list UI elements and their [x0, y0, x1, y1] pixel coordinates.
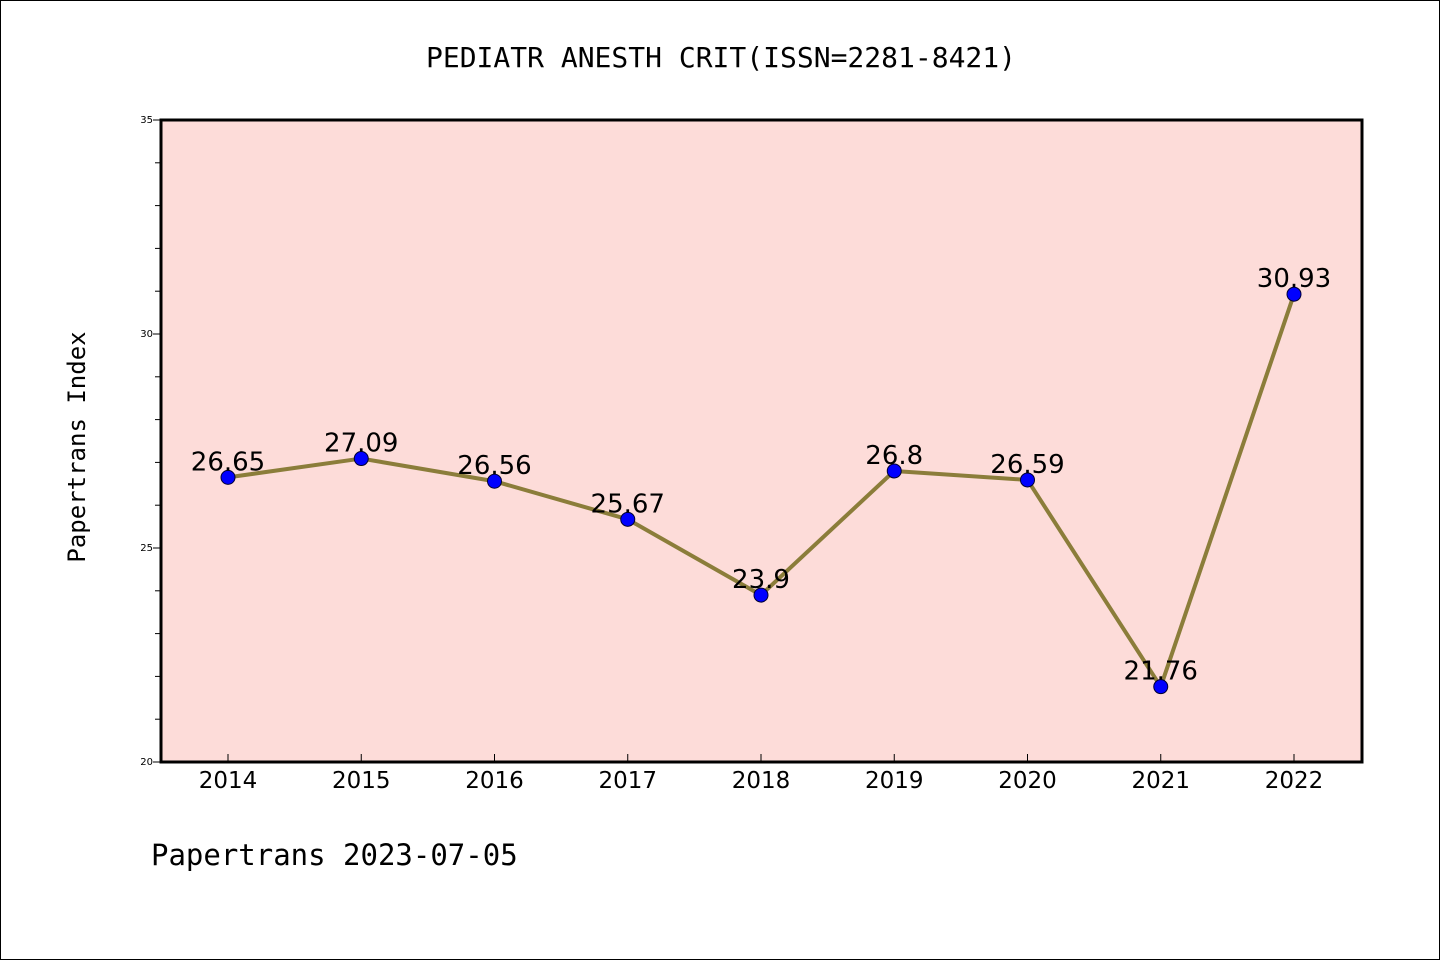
chart-title: PEDIATR ANESTH CRIT(ISSN=2281-8421)	[426, 41, 1016, 74]
data-label: 26.59	[990, 450, 1064, 480]
footer-text: Papertrans 2023-07-05	[151, 838, 518, 872]
data-point	[1020, 472, 1035, 488]
y-tick-label: 20	[140, 757, 153, 768]
y-tick-label: 25	[140, 543, 153, 554]
y-tick-label: 35	[140, 115, 153, 126]
data-label: 27.09	[324, 429, 398, 459]
data-label: 26.56	[457, 451, 531, 481]
data-point	[620, 511, 636, 527]
x-tick-label: 2014	[199, 768, 258, 794]
data-point	[220, 469, 236, 485]
series-layer: 26.65 27.09 26.56 25.67 23.9 26.8 26.59 21.76 30…	[191, 264, 1331, 695]
data-point	[1153, 679, 1169, 695]
x-tick-label: 2021	[1131, 768, 1190, 794]
data-point	[353, 451, 369, 467]
x-axis: 2014 2015 2016 2017 2018 2019 2020 2021 2022	[199, 754, 1324, 794]
data-label: 30.93	[1257, 264, 1331, 294]
data-label: 25.67	[591, 489, 665, 519]
x-tick-label: 2018	[732, 768, 791, 794]
data-point	[886, 463, 902, 479]
data-label: 21.76	[1124, 657, 1198, 687]
y-tick-label: 30	[140, 329, 153, 340]
plot-area	[159, 118, 1364, 764]
y-axis-label: Papertrans Index	[63, 331, 91, 562]
x-tick-label: 2020	[998, 768, 1057, 794]
x-tick-label: 2017	[598, 768, 657, 794]
data-label: 23.9	[732, 565, 790, 595]
data-point	[487, 473, 502, 489]
data-label: 26.65	[191, 447, 265, 477]
x-tick-label: 2019	[865, 768, 924, 794]
x-tick-label: 2015	[332, 768, 391, 794]
data-point	[753, 587, 769, 603]
data-point	[1286, 286, 1302, 302]
x-tick-label: 2022	[1265, 768, 1324, 794]
x-tick-label: 2016	[465, 768, 524, 794]
data-label: 26.8	[865, 441, 923, 471]
y-axis: 20 25 30 35	[140, 115, 161, 768]
